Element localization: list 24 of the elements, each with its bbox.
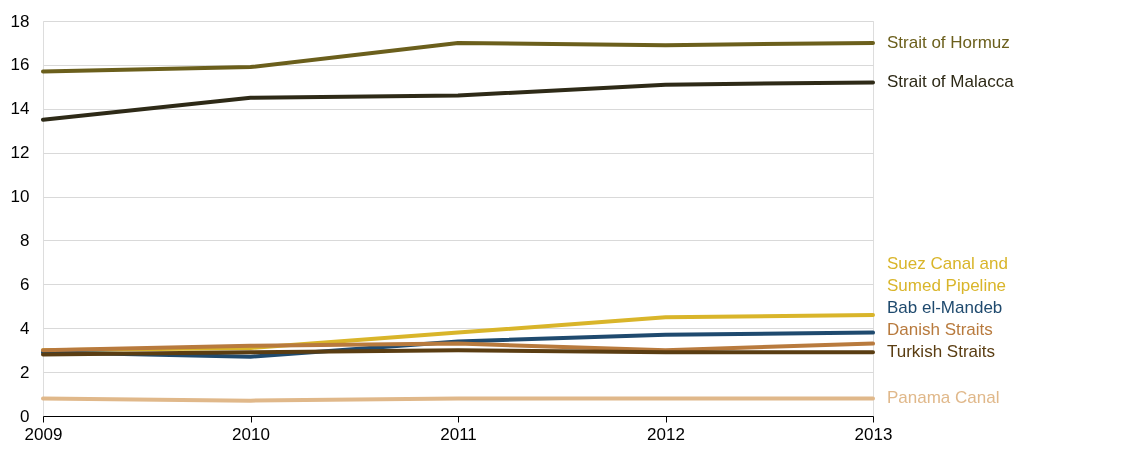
y-tick-label: 18: [10, 11, 30, 31]
series-label: Strait of Hormuz: [887, 32, 1010, 52]
x-tick-label: 2011: [440, 424, 477, 444]
line-series: [41, 40, 875, 74]
y-tick-label: 16: [10, 55, 30, 75]
y-tick-label: 6: [20, 274, 30, 294]
y-tick-label: 8: [20, 230, 30, 250]
y-tick-label: 4: [20, 318, 30, 338]
y-tick-label: 10: [10, 187, 30, 207]
series-label: Panama Canal: [887, 388, 1000, 408]
y-tick-label: 14: [10, 99, 30, 119]
series-label: Bab el-Mandeb: [887, 298, 1003, 318]
x-tick-label: 2010: [232, 424, 270, 444]
x-tick-label: 2012: [647, 424, 685, 444]
series-label: Danish Straits: [887, 320, 993, 340]
y-tick-label: 0: [20, 406, 30, 426]
x-tick-label: 2009: [24, 424, 63, 444]
series-label: Suez Canal and Sumed Pipeline: [887, 254, 1008, 296]
line-series: [41, 80, 875, 122]
series-label: Strait of Malacca: [887, 72, 1015, 92]
series-label: Turkish Straits: [887, 342, 996, 362]
y-tick-label: 12: [10, 143, 30, 163]
y-tick-label: 2: [20, 362, 30, 382]
x-tick-label: 2013: [854, 424, 893, 444]
